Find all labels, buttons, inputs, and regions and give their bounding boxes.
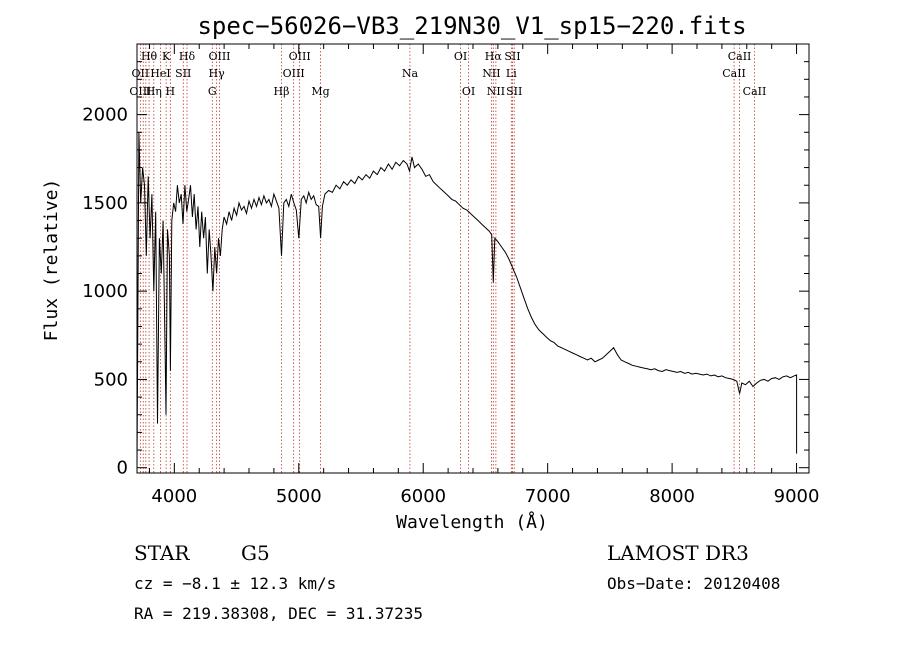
x-axis-label: Wavelength (Å) bbox=[396, 511, 548, 533]
redshift-cz: cz = −8.1 ± 12.3 km/s bbox=[134, 574, 336, 593]
spectral-line-label: Hδ bbox=[179, 50, 196, 63]
spectral-line-label: K bbox=[162, 50, 171, 63]
spectrum-line bbox=[136, 132, 798, 468]
y-axis-ticks: 0 500 1000 1500 2000 bbox=[82, 61, 809, 479]
line-markers bbox=[139, 44, 755, 473]
y-tick-label: 2000 bbox=[82, 105, 128, 126]
spectral-line-label: CaII bbox=[743, 85, 767, 98]
spectral-line-label: OIII bbox=[129, 85, 151, 98]
y-axis-label: Flux (relative) bbox=[41, 179, 62, 342]
obs-date: Obs−Date: 20120408 bbox=[607, 574, 780, 593]
x-tick-label: 6000 bbox=[400, 486, 446, 507]
spectral-line-label: HeI bbox=[150, 67, 170, 80]
object-class: STAR bbox=[134, 541, 190, 565]
spectral-line-label: SII bbox=[506, 85, 522, 98]
x-tick-label: 7000 bbox=[525, 486, 571, 507]
chart-title: spec−56026−VB3_219N30_V1_sp15−220.fits bbox=[197, 12, 746, 40]
spectral-line-label: SII bbox=[504, 50, 520, 63]
x-tick-label: 4000 bbox=[151, 486, 197, 507]
spectral-line-label: G bbox=[208, 85, 217, 98]
spectral-line-label: Hβ bbox=[274, 85, 290, 98]
ra-dec-coords: RA = 219.38308, DEC = 31.37235 bbox=[134, 604, 423, 623]
spectral-line-label: Mg bbox=[311, 85, 329, 98]
spectral-line-label: CaII bbox=[728, 50, 752, 63]
subclass: G5 bbox=[241, 541, 270, 565]
x-tick-label: 8000 bbox=[649, 486, 695, 507]
spectral-line-label: OI bbox=[454, 50, 467, 63]
spectral-line-label: H bbox=[166, 85, 176, 98]
spectral-line-label: CaII bbox=[722, 67, 746, 80]
y-tick-label: 1000 bbox=[82, 281, 128, 302]
spectral-line-label: OIII bbox=[289, 50, 311, 63]
spectral-line-label: Na bbox=[402, 67, 419, 80]
spectral-line-label: OIII bbox=[283, 67, 305, 80]
spectral-line-label: Li bbox=[506, 67, 517, 80]
spectral-line-label: OI bbox=[462, 85, 475, 98]
y-tick-label: 0 bbox=[117, 458, 128, 479]
spectral-line-label: Hγ bbox=[209, 67, 226, 80]
y-tick-label: 1500 bbox=[82, 193, 128, 214]
spectral-line-label: SII bbox=[175, 67, 191, 80]
spectral-line-label: Hη bbox=[146, 85, 162, 98]
spectral-line-label: NII bbox=[482, 67, 500, 80]
spectral-line-label: Hθ bbox=[141, 50, 158, 63]
x-tick-label: 9000 bbox=[774, 486, 820, 507]
spectral-line-label: OII bbox=[132, 67, 150, 80]
y-tick-label: 500 bbox=[94, 369, 128, 390]
spectral-line-label: OIII bbox=[208, 50, 230, 63]
x-axis-ticks: 4000 5000 6000 7000 8000 9000 bbox=[148, 44, 820, 507]
spectral-line-label: NII bbox=[487, 85, 505, 98]
survey-name: LAMOST DR3 bbox=[607, 541, 749, 565]
x-tick-label: 5000 bbox=[276, 486, 322, 507]
spectral-line-label: Hα bbox=[485, 50, 503, 63]
